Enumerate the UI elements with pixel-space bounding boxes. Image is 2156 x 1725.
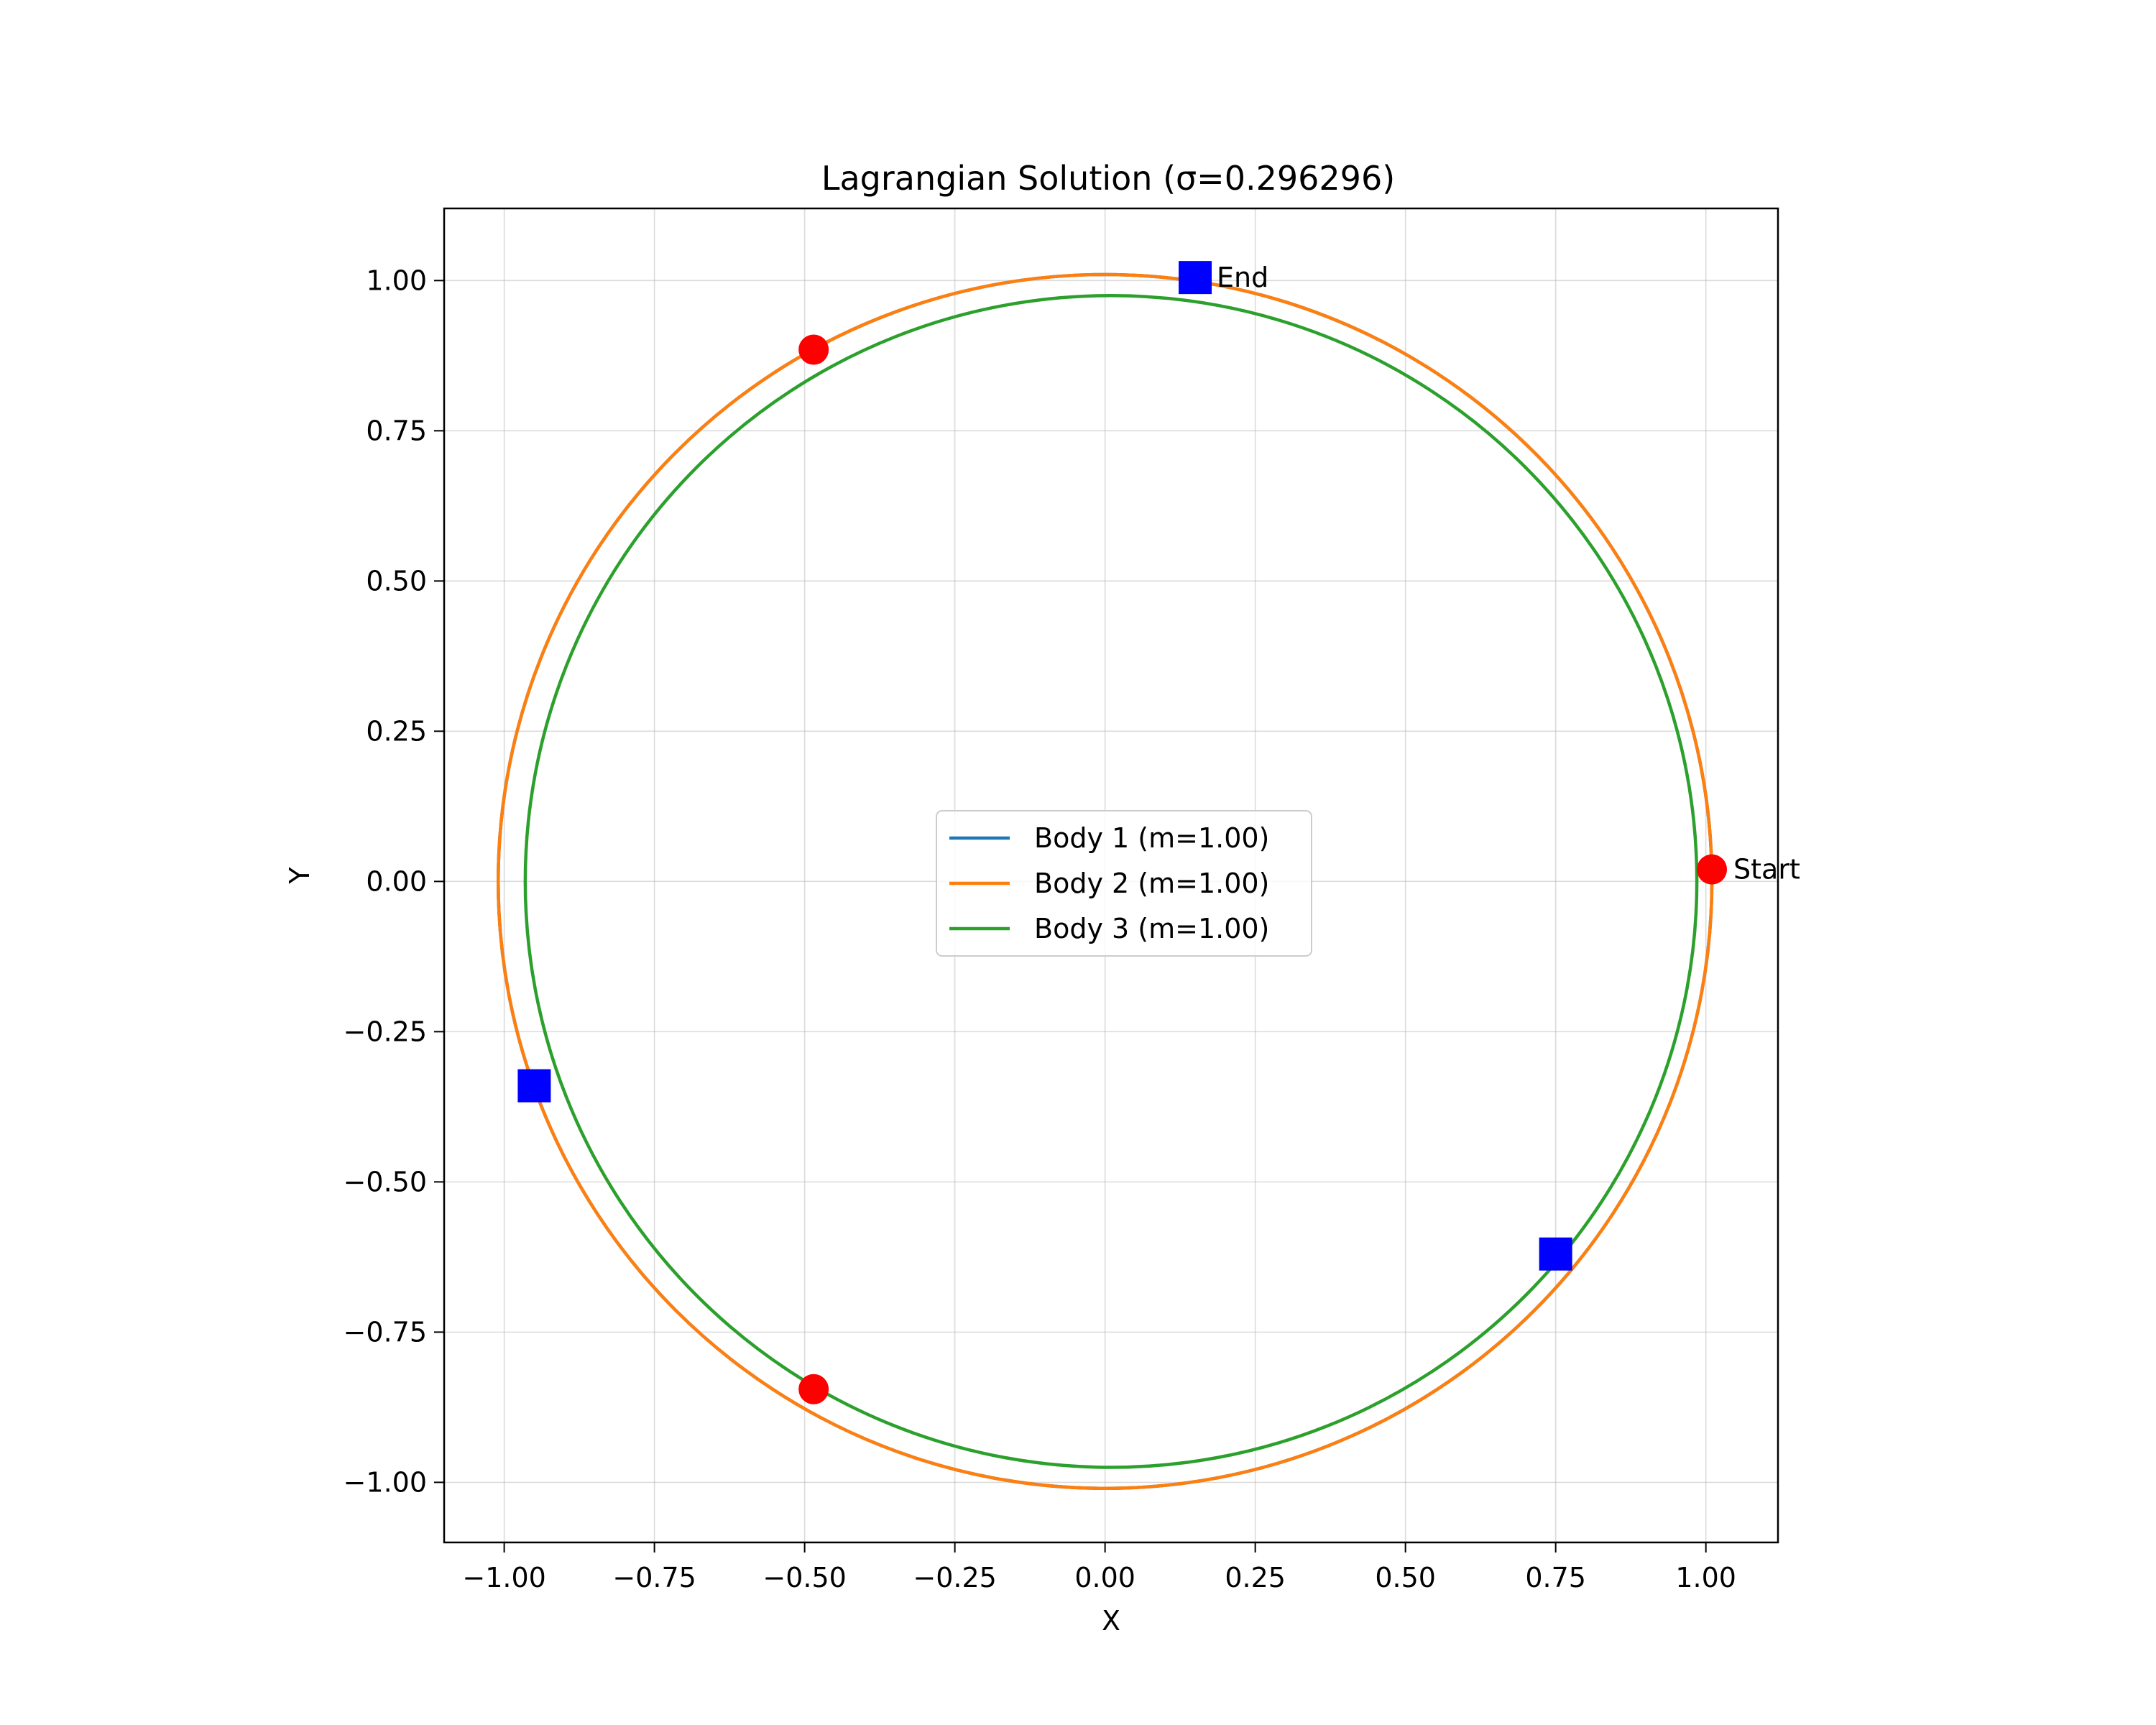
annotations: Start End — [1217, 262, 1800, 885]
x-axis-label: X — [1102, 1605, 1120, 1637]
markers — [517, 261, 1728, 1404]
start-marker — [1697, 854, 1728, 885]
y-axis-ticks: −1.00 −0.75 −0.50 −0.25 0.00 0.25 0.50 0.75 1.00 — [344, 264, 444, 1498]
x-tick-label: −0.75 — [612, 1562, 696, 1593]
y-tick-label: −0.75 — [344, 1316, 427, 1348]
x-tick-label: 0.75 — [1525, 1562, 1586, 1593]
end-marker — [1539, 1237, 1572, 1271]
legend-label-body-1: Body 1 (m=1.00) — [1034, 822, 1269, 854]
y-tick-label: 0.50 — [366, 565, 427, 597]
legend-box — [936, 810, 1312, 957]
annotation-start: Start — [1733, 854, 1800, 886]
y-tick-label: 0.00 — [366, 865, 427, 897]
legend: Body 1 (m=1.00) Body 2 (m=1.00) Body 3 (m=… — [936, 810, 1312, 957]
y-tick-label: −1.00 — [344, 1466, 427, 1498]
legend-label-body-3: Body 3 (m=1.00) — [1034, 913, 1269, 944]
y-tick-label: −0.50 — [344, 1166, 427, 1197]
x-tick-label: −1.00 — [462, 1562, 545, 1593]
grid — [444, 208, 1778, 1542]
chart-title: Lagrangian Solution (σ=0.296296) — [821, 159, 1395, 198]
legend-label-body-2: Body 2 (m=1.00) — [1034, 868, 1269, 899]
series-line-body-3 — [523, 293, 1699, 1469]
start-marker — [798, 1374, 829, 1404]
x-axis-ticks: −1.00 −0.75 −0.50 −0.25 0.00 0.25 0.50 0.75 1.00 — [462, 1542, 1736, 1593]
end-marker — [1179, 261, 1212, 295]
y-axis-label: Y — [284, 867, 315, 885]
start-marker — [798, 334, 829, 365]
y-tick-label: 0.25 — [366, 715, 427, 747]
x-tick-label: 0.50 — [1375, 1562, 1436, 1593]
y-tick-label: 1.00 — [366, 264, 427, 296]
y-tick-label: −0.25 — [344, 1016, 427, 1047]
annotation-end: End — [1217, 262, 1268, 293]
x-tick-label: 1.00 — [1675, 1562, 1736, 1593]
x-tick-label: −0.25 — [913, 1562, 996, 1593]
x-tick-label: −0.50 — [763, 1562, 846, 1593]
x-tick-label: 0.00 — [1074, 1562, 1135, 1593]
end-marker — [517, 1069, 551, 1103]
x-tick-label: 0.25 — [1225, 1562, 1286, 1593]
axes-frame — [443, 207, 1779, 1544]
y-tick-label: 0.75 — [366, 415, 427, 446]
